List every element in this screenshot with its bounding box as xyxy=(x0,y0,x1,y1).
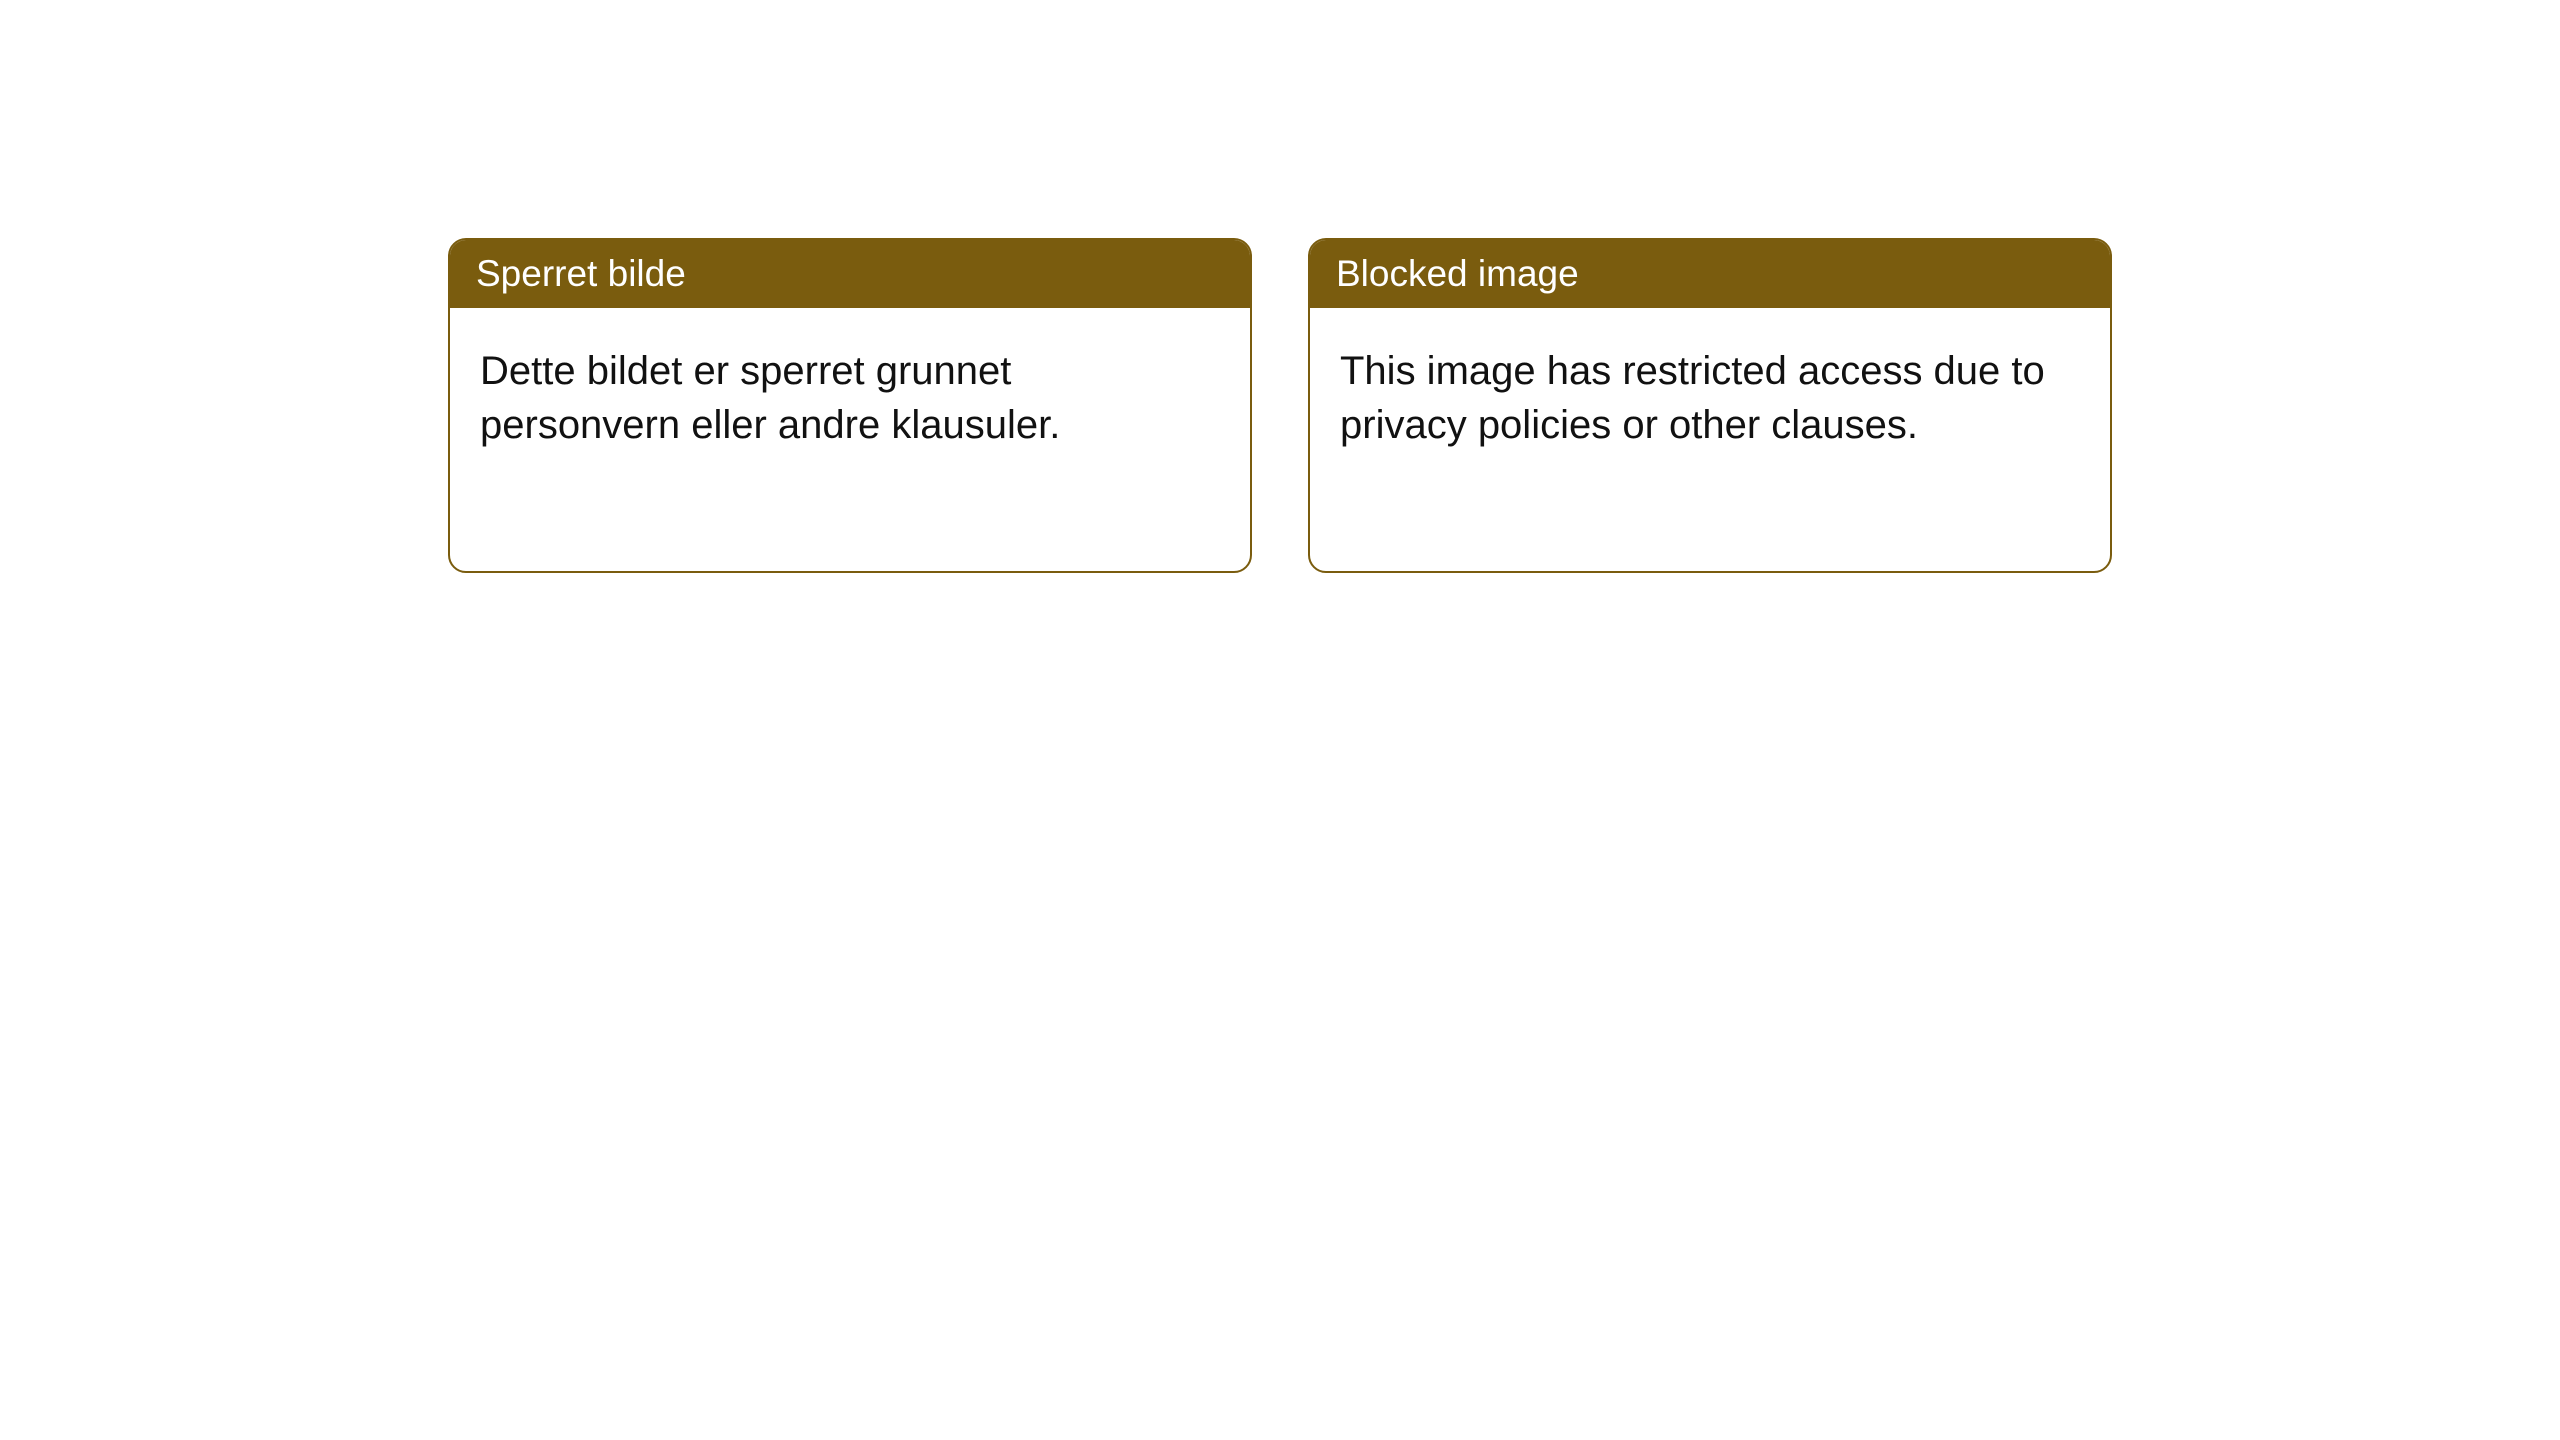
notice-title: Blocked image xyxy=(1336,253,1579,294)
notice-card-norwegian: Sperret bilde Dette bildet er sperret gr… xyxy=(448,238,1252,573)
notice-title: Sperret bilde xyxy=(476,253,686,294)
notice-card-english: Blocked image This image has restricted … xyxy=(1308,238,2112,573)
notice-header: Blocked image xyxy=(1310,240,2110,308)
notice-header: Sperret bilde xyxy=(450,240,1250,308)
notice-body: Dette bildet er sperret grunnet personve… xyxy=(450,308,1250,488)
notice-body: This image has restricted access due to … xyxy=(1310,308,2110,488)
notice-container: Sperret bilde Dette bildet er sperret gr… xyxy=(448,238,2112,573)
notice-message: Dette bildet er sperret grunnet personve… xyxy=(480,349,1060,447)
notice-message: This image has restricted access due to … xyxy=(1340,349,2045,447)
